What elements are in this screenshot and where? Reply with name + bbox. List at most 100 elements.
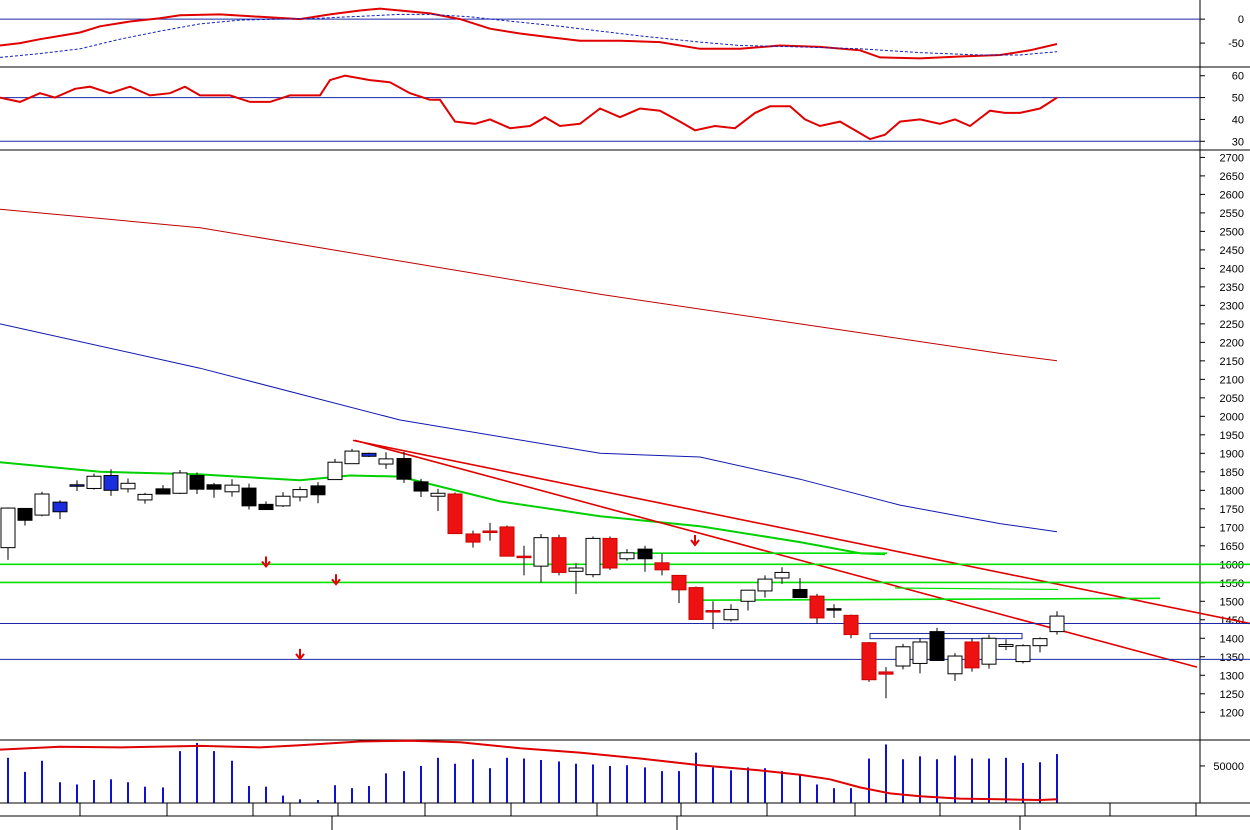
y-tick-label: 1700 [1220,522,1244,534]
rsi-panel: 60 50 40 30 [0,67,1250,151]
candle-body [52,501,68,513]
candle-body [792,588,808,599]
candle-body [396,458,412,480]
candle [637,545,653,572]
candle [52,500,68,520]
candle [774,567,790,584]
candle-body [206,484,222,490]
candle [1049,611,1065,635]
candle [137,492,153,504]
candle-body [34,493,50,516]
down-arrow-icon [261,556,271,569]
y-tick-label: 2550 [1220,208,1244,220]
candle-body [137,493,153,501]
candle [310,482,326,504]
candle-body [327,461,343,481]
y-tick-label: 50 [1232,93,1244,105]
candle [378,452,394,469]
y-tick-label: 2700 [1220,152,1244,164]
candle [568,563,584,594]
candle [86,473,102,490]
candle-body [723,608,739,621]
candle-body [413,481,429,492]
candle-body [17,507,33,521]
candle-body [258,503,274,511]
y-tick-label: 1650 [1220,541,1244,553]
candle-body [0,507,16,549]
candle-body [688,587,704,620]
candle [189,472,205,495]
candle [1032,637,1048,653]
candle [327,458,343,481]
candle-body [172,472,188,494]
candle-body [447,493,463,535]
candle [413,478,429,497]
candle [17,507,33,526]
y-tick-label: 1200 [1220,707,1244,719]
y-tick-label: 1400 [1220,633,1244,645]
y-tick-label: 2500 [1220,226,1244,238]
y-tick-label: 30 [1232,136,1244,148]
candle-body [224,484,240,493]
y-tick-label: 50000 [1213,761,1244,773]
y-tick-label: 2150 [1220,356,1244,368]
candle-body [86,475,102,489]
candle [430,488,446,512]
y-tick-label: 2300 [1220,300,1244,312]
price-panel: 2700 2650 2600 2550 2500 2450 2400 2350 2300 2250… [0,150,1250,741]
candle [723,604,739,622]
candle-body [654,562,670,571]
candle-body [1032,638,1048,647]
candle [981,634,997,669]
y-tick-label: 2350 [1220,282,1244,294]
candle [929,627,945,661]
y-tick-label: 1550 [1220,578,1244,590]
candle-body [292,489,308,498]
candle-body [344,450,360,465]
down-arrow-icon [690,534,700,547]
candle-body [895,646,911,667]
candle-body [499,526,515,557]
candle [705,601,721,630]
candle [241,483,257,510]
candle-body [826,608,842,611]
y-tick-label: -50 [1228,38,1244,50]
candle [275,492,291,507]
candle-body [705,610,721,613]
volume-panel: 50000 [0,739,1250,804]
candle [792,577,808,599]
candle-body [740,589,756,602]
y-tick-label: 1250 [1220,689,1244,701]
candle [964,638,980,672]
candle [998,639,1014,651]
candle [447,492,463,535]
y-tick-label: 1850 [1220,467,1244,479]
candle [861,641,877,682]
candle-body [861,642,877,681]
y-tick-label: 1300 [1220,670,1244,682]
candle [740,589,756,611]
candle [69,480,85,492]
candle [619,549,635,561]
candle-body [361,452,377,457]
candle [103,469,119,496]
y-tick-label: 1500 [1220,596,1244,608]
trendline-0 [352,439,1250,625]
candle-body [568,567,584,572]
y-tick-label: 2250 [1220,319,1244,331]
candle-body [310,485,326,496]
candle-body [947,655,963,675]
y-tick-label: 2000 [1220,411,1244,423]
candle [516,545,532,576]
y-tick-label: 60 [1232,71,1244,83]
candle [809,593,825,624]
candle [602,536,618,570]
candle-body [120,482,136,490]
trendline-6 [894,587,1059,591]
candle [533,533,549,583]
candle [654,553,670,576]
candle [361,452,377,458]
y-tick-label: 1350 [1220,652,1244,664]
candle [671,574,687,604]
